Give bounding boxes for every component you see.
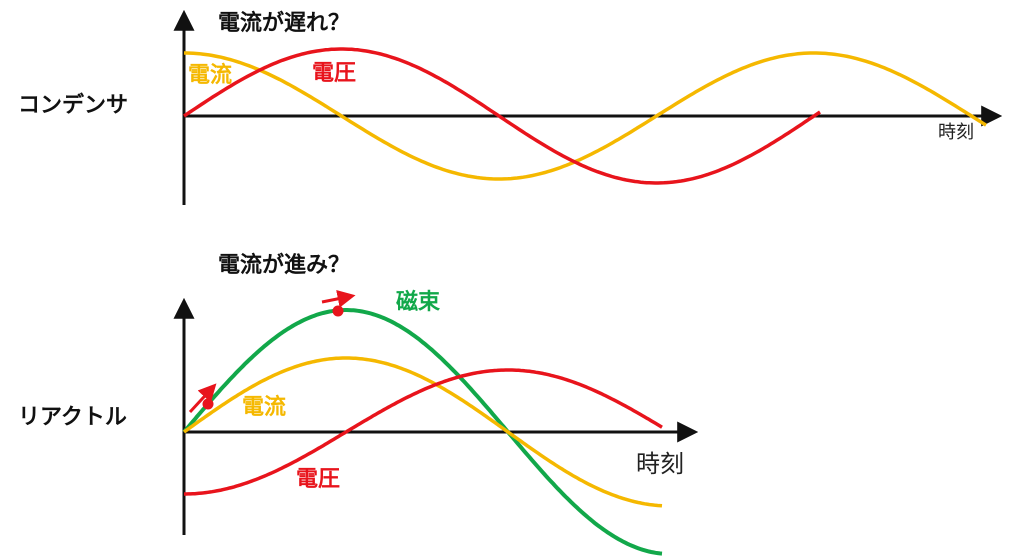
reactor-current-curve: [182, 356, 663, 508]
flux-point-peak: [332, 305, 344, 317]
reactor-time-label: 時刻: [636, 450, 684, 478]
flux-slope-arrow-start: [188, 383, 217, 414]
flux-point-start: [202, 398, 214, 410]
reactor-row-label: リアクトル: [18, 405, 127, 430]
reactor-current-label: 電流: [242, 394, 286, 420]
capacitor-voltage-curve: [183, 47, 821, 185]
capacitor-voltage-label: 電圧: [312, 61, 356, 86]
capacitor-current-label: 電流: [188, 62, 232, 88]
reactor-panel: リアクトル 電流が進み？ 磁束 電流 電圧 時刻: [18, 252, 699, 556]
reactor-title: 電流が進み？: [218, 252, 350, 278]
capacitor-time-label: 時刻: [938, 122, 974, 143]
reactor-flux-curve: [182, 308, 663, 556]
reactor-voltage-curve: [184, 368, 663, 496]
capacitor-panel: コンデンサ 電流が遅れ？ 電流 電圧 時刻: [18, 9, 1003, 205]
capacitor-title: 電流が遅れ？: [218, 10, 350, 36]
capacitor-current-curve: [184, 51, 987, 181]
reactor-flux-label: 磁束: [396, 289, 441, 315]
reactor-voltage-label: 電圧: [296, 467, 340, 492]
flux-slope-arrow-peak: [321, 289, 356, 308]
capacitor-row-label: コンデンサ: [18, 92, 128, 118]
